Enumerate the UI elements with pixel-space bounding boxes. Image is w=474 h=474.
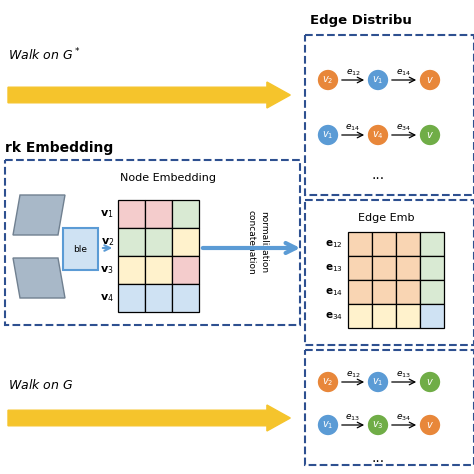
Polygon shape [13, 195, 65, 235]
Text: ...: ... [372, 451, 384, 465]
Text: $\mathbf{e}_{14}$: $\mathbf{e}_{14}$ [325, 286, 343, 298]
Text: Edge Distribu: Edge Distribu [310, 13, 412, 27]
Text: $e_{13}$: $e_{13}$ [396, 370, 411, 380]
Bar [118, 256, 145, 284]
Text: $e_{12}$: $e_{12}$ [346, 68, 360, 78]
Bar [372, 304, 396, 328]
Text: $v$: $v$ [426, 75, 434, 85]
Circle shape [317, 69, 339, 91]
Bar [145, 228, 172, 256]
Text: $e_{12}$: $e_{12}$ [346, 370, 360, 380]
Bar [348, 232, 372, 256]
Text: $v$: $v$ [426, 420, 434, 430]
Text: Edge Emb: Edge Emb [358, 213, 414, 223]
Bar [348, 256, 372, 280]
Bar [396, 232, 420, 256]
Text: $\mathbf{v}_3$: $\mathbf{v}_3$ [100, 264, 114, 276]
Text: rk Embedding: rk Embedding [5, 141, 113, 155]
Bar [348, 280, 372, 304]
Text: $e_{14}$: $e_{14}$ [396, 68, 411, 78]
Bar [172, 200, 199, 228]
Text: $v_4$: $v_4$ [372, 129, 384, 141]
Text: normalization: normalization [259, 211, 268, 273]
Text: $e_{13}$: $e_{13}$ [346, 413, 361, 423]
Circle shape [367, 124, 389, 146]
Bar [118, 228, 145, 256]
Text: $\mathbf{v}_1$: $\mathbf{v}_1$ [100, 208, 114, 220]
Bar [420, 256, 444, 280]
Text: $v_2$: $v_2$ [322, 376, 334, 388]
Bar [145, 200, 172, 228]
Bar [396, 280, 420, 304]
Bar [372, 232, 396, 256]
Bar [118, 200, 145, 228]
Polygon shape [13, 258, 65, 298]
Text: $e_{14}$: $e_{14}$ [346, 123, 361, 133]
Bar [5, 160, 300, 325]
Text: Node Embedding: Node Embedding [120, 173, 216, 183]
Circle shape [419, 69, 441, 91]
Text: $v_1$: $v_1$ [372, 376, 383, 388]
Text: $\mathbf{e}_{34}$: $\mathbf{e}_{34}$ [325, 310, 343, 322]
Bar [63, 228, 98, 270]
Bar [396, 256, 420, 280]
Circle shape [317, 371, 339, 393]
Bar [172, 228, 199, 256]
Text: $v_1$: $v_1$ [322, 129, 334, 141]
Text: $\mathbf{e}_{13}$: $\mathbf{e}_{13}$ [325, 262, 343, 274]
Text: ...: ... [372, 168, 384, 182]
Bar [172, 284, 199, 312]
Bar [372, 280, 396, 304]
Text: $\mathbf{v}_4$: $\mathbf{v}_4$ [100, 292, 114, 304]
Text: $v_1$: $v_1$ [372, 74, 383, 86]
Bar [305, 350, 474, 465]
Circle shape [367, 371, 389, 393]
Bar [305, 35, 474, 195]
Text: $v_2$: $v_2$ [322, 74, 334, 86]
FancyArrow shape [8, 405, 290, 431]
Circle shape [419, 371, 441, 393]
Circle shape [367, 69, 389, 91]
Text: Walk on $\mathit{G}^*$: Walk on $\mathit{G}^*$ [8, 47, 81, 64]
Bar [145, 256, 172, 284]
Text: ble: ble [73, 245, 87, 254]
Text: $e_{34}$: $e_{34}$ [396, 123, 411, 133]
Bar [372, 256, 396, 280]
Text: $v_3$: $v_3$ [372, 419, 384, 431]
Bar [118, 284, 145, 312]
Text: $e_{34}$: $e_{34}$ [396, 413, 411, 423]
Text: $\mathbf{v}_2$: $\mathbf{v}_2$ [100, 236, 114, 248]
Bar [145, 284, 172, 312]
Text: $v_1$: $v_1$ [322, 419, 334, 431]
Bar [396, 304, 420, 328]
Text: $v$: $v$ [426, 130, 434, 140]
Bar [305, 200, 474, 345]
Circle shape [419, 124, 441, 146]
Text: $\mathbf{e}_{12}$: $\mathbf{e}_{12}$ [325, 238, 343, 250]
Bar [348, 304, 372, 328]
Bar [420, 304, 444, 328]
Circle shape [317, 124, 339, 146]
Bar [172, 256, 199, 284]
Circle shape [419, 414, 441, 436]
Circle shape [317, 414, 339, 436]
Text: $v$: $v$ [426, 377, 434, 387]
Text: concatenation: concatenation [246, 210, 255, 274]
Bar [420, 232, 444, 256]
Circle shape [367, 414, 389, 436]
Bar [420, 280, 444, 304]
Text: Walk on $\mathit{G}$: Walk on $\mathit{G}$ [8, 378, 73, 392]
FancyArrow shape [8, 82, 290, 108]
